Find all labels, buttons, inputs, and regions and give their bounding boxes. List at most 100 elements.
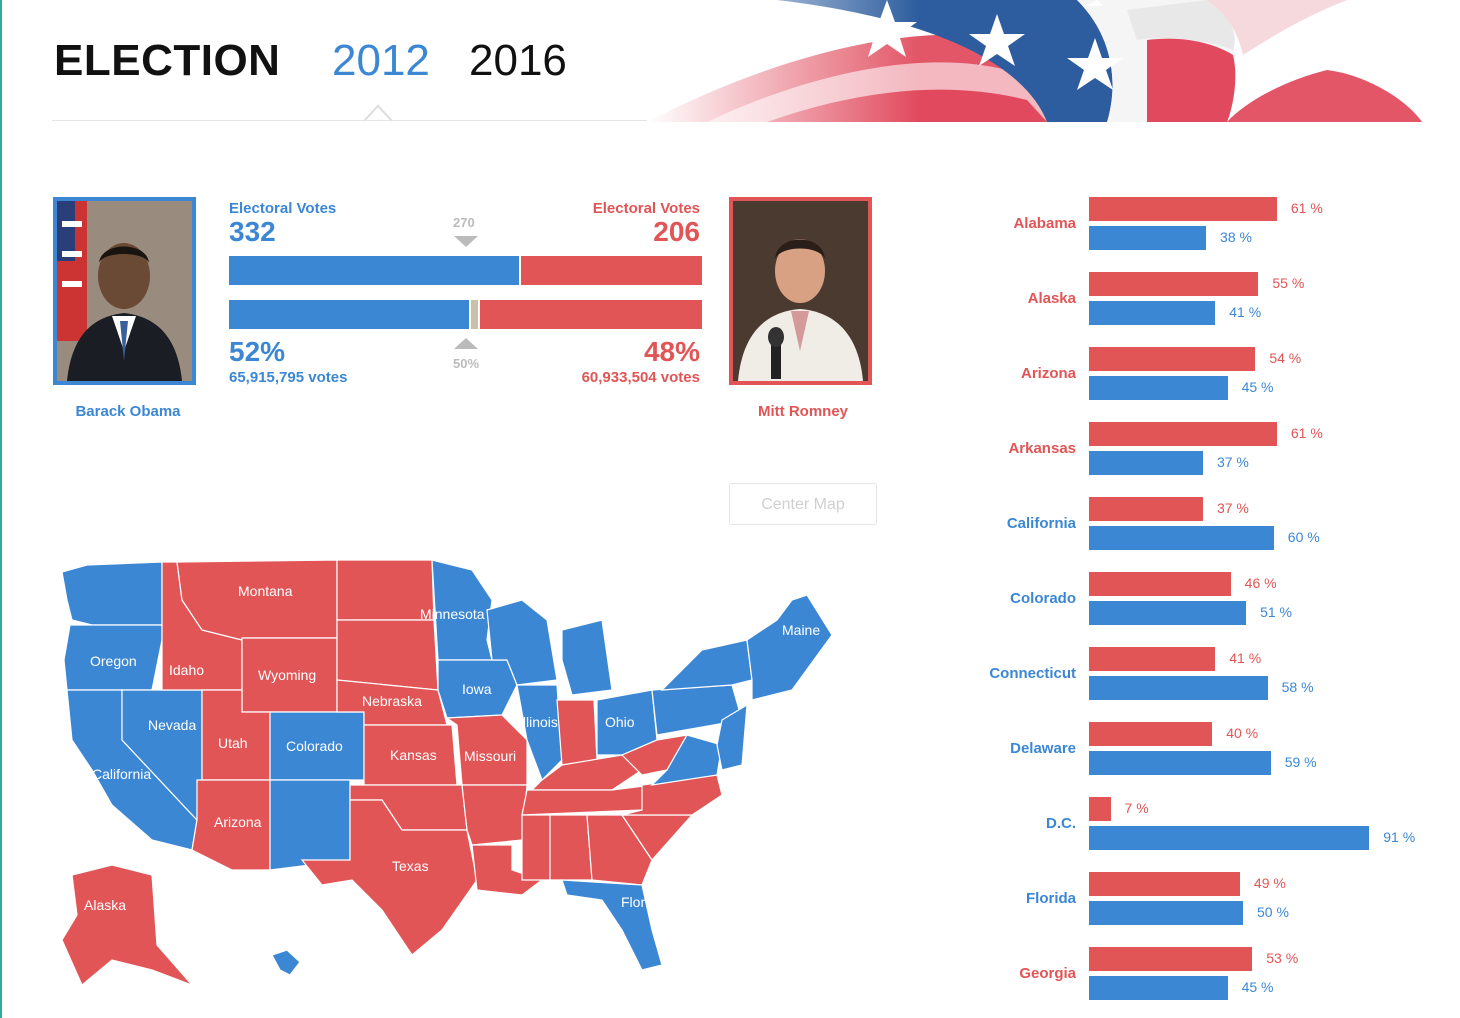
map-label-montana: Montana (238, 583, 293, 599)
state-bar-value: 41 % (1229, 650, 1262, 666)
state-new-york (660, 639, 753, 691)
state-tennessee (521, 784, 653, 816)
state-bar-value: 7 % (1124, 800, 1149, 816)
romney-ev-label: Electoral Votes (592, 200, 700, 217)
state-label-georgia: Georgia (1019, 965, 1076, 982)
map-label-nevada: Nevada (148, 717, 196, 733)
state-alaska (61, 864, 193, 986)
map-label-oregon: Oregon (90, 653, 137, 669)
header: ELECTION 2012 2016 (2, 0, 1460, 122)
obama-photo (53, 197, 196, 385)
state-hawaii (271, 949, 301, 976)
state-bar-red (1089, 647, 1216, 671)
state-bar-value: 61 % (1290, 200, 1323, 216)
state-bar-red (1089, 797, 1111, 821)
state-label-alabama: Alabama (1013, 215, 1076, 232)
map-label-iowa: Iowa (462, 681, 492, 697)
map-label-illinois: Illinois (519, 714, 558, 730)
state-bar-blue (1089, 826, 1370, 850)
map-label-kansas: Kansas (390, 747, 437, 763)
map-label-maine: Maine (782, 622, 820, 638)
state-label-delaware: Delaware (1010, 740, 1076, 757)
state-mid-atlantic (716, 703, 748, 771)
tab-2012[interactable]: 2012 (332, 36, 430, 85)
state-bar-blue (1089, 601, 1247, 625)
map-label-nebraska: Nebraska (362, 693, 422, 709)
map-label-ohio: Ohio (605, 714, 635, 730)
state-bar-value: 58 % (1281, 679, 1314, 695)
state-mississippi (521, 814, 551, 881)
ev-threshold-label: 270 (453, 215, 475, 230)
map-label-florida: Florida (621, 894, 664, 910)
map-label-california: California (92, 766, 151, 782)
obama-popular-bar (229, 300, 469, 329)
state-bar-value: 41 % (1229, 304, 1262, 320)
selected-tab-caret-icon (364, 104, 392, 122)
us-election-map[interactable]: Montana Minnesota Oregon Idaho Wyoming N… (52, 555, 852, 1005)
state-bar-value: 37 % (1216, 454, 1249, 470)
state-bar-value: 55 % (1272, 275, 1305, 291)
obama-ev-bar (229, 256, 519, 285)
ev-threshold-down-icon (454, 236, 478, 247)
state-bar-value: 46 % (1244, 575, 1277, 591)
state-bar-value: 91 % (1383, 829, 1416, 845)
tab-2016[interactable]: 2016 (469, 36, 567, 85)
state-bar-red (1089, 722, 1213, 746)
map-label-alaska: Alaska (84, 897, 126, 913)
state-bar-blue (1089, 451, 1203, 475)
state-bar-blue (1089, 301, 1216, 325)
state-label-florida: Florida (1025, 890, 1076, 907)
map-label-arizona: Arizona (214, 814, 262, 830)
romney-photo (729, 197, 872, 385)
center-map-button[interactable]: Center Map (729, 483, 877, 525)
map-label-colorado: Colorado (286, 738, 343, 754)
state-new-england (746, 594, 833, 701)
state-bar-blue (1089, 526, 1274, 550)
map-label-utah: Utah (218, 735, 248, 751)
map-label-wyoming: Wyoming (258, 667, 316, 683)
state-bar-red (1089, 422, 1277, 446)
state-results-chart: Alabama 61 % 38 % Alaska 55 % 41 % Arizona 54 %… (962, 190, 1460, 1010)
state-bar-value: 59 % (1284, 754, 1317, 770)
state-south-dakota (336, 619, 439, 691)
obama-portrait-icon (57, 201, 192, 381)
state-label-alaska: Alaska (1027, 290, 1076, 307)
state-bar-blue (1089, 226, 1207, 250)
romney-popular-bar (480, 300, 702, 329)
romney-portrait-icon (733, 201, 868, 381)
state-label-d-c-: D.C. (1046, 815, 1076, 832)
state-bar-red (1089, 947, 1253, 971)
state-bar-value: 45 % (1241, 379, 1274, 395)
state-bar-value: 37 % (1216, 500, 1249, 516)
state-virginia (650, 734, 723, 786)
state-arkansas (461, 784, 528, 846)
state-washington (61, 561, 163, 626)
state-bar-blue (1089, 676, 1268, 700)
us-flag-banner-icon (647, 0, 1427, 122)
state-label-california: California (1006, 515, 1076, 532)
obama-ev-count: 332 (229, 216, 276, 247)
pct-threshold-label: 50% (453, 356, 480, 371)
state-bar-red (1089, 497, 1203, 521)
romney-pct: 48% (643, 336, 700, 367)
state-florida (561, 879, 663, 971)
state-bar-blue (1089, 751, 1271, 775)
popular-other-bar (471, 300, 478, 329)
romney-name: Mitt Romney (758, 403, 848, 420)
romney-votes: 60,933,504 votes (581, 369, 700, 386)
state-bar-value: 51 % (1260, 604, 1292, 620)
pct-threshold-up-icon (454, 338, 478, 349)
romney-ev-count: 206 (653, 216, 700, 247)
state-label-colorado: Colorado (1010, 590, 1076, 607)
obama-pct: 52% (229, 336, 286, 367)
state-bar-blue (1089, 976, 1228, 1000)
state-bar-value: 40 % (1226, 725, 1259, 741)
state-bar-blue (1089, 376, 1228, 400)
state-alabama (549, 814, 593, 881)
state-label-arkansas: Arkansas (1008, 440, 1076, 457)
state-bar-red (1089, 872, 1240, 896)
map-label-missouri: Missouri (464, 748, 516, 764)
state-bar-value: 49 % (1253, 875, 1286, 891)
state-label-arizona: Arizona (1020, 365, 1076, 382)
state-montana (176, 559, 338, 641)
